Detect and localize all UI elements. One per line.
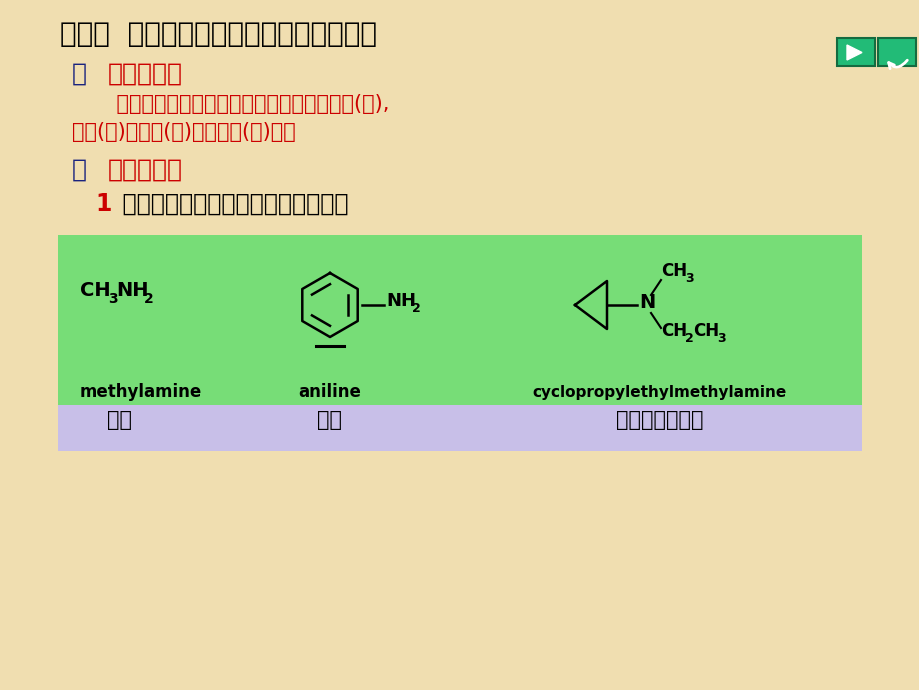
Text: 二级(仲)，三级(叔)胺和四级(季)铵盐: 二级(仲)，三级(叔)胺和四级(季)铵盐 [72, 122, 295, 142]
Text: CH: CH [692, 322, 719, 340]
Text: N: N [639, 293, 654, 311]
Text: 普通命名法：可用胺为官能团，如：: 普通命名法：可用胺为官能团，如： [115, 192, 348, 216]
Text: 第一节  胺的分类、命名、物性和光谱特征: 第一节 胺的分类、命名、物性和光谱特征 [60, 20, 377, 48]
Text: aniline: aniline [299, 383, 361, 401]
Text: CH: CH [80, 282, 110, 301]
Text: 胺的分类：: 胺的分类： [108, 62, 183, 86]
Text: 2: 2 [685, 333, 693, 346]
Text: 1: 1 [95, 192, 111, 216]
Text: 胺的命名：: 胺的命名： [108, 158, 183, 182]
FancyBboxPatch shape [836, 38, 874, 66]
Text: NH: NH [116, 282, 148, 301]
Text: CH: CH [660, 262, 686, 280]
Text: 3: 3 [716, 333, 725, 346]
Text: CH: CH [660, 322, 686, 340]
Text: 胺根据在氮上的取代基的数目，可分为一级(伯),: 胺根据在氮上的取代基的数目，可分为一级(伯), [90, 94, 389, 114]
Text: 2: 2 [144, 292, 153, 306]
FancyBboxPatch shape [877, 38, 915, 66]
Text: 3: 3 [685, 273, 693, 286]
Polygon shape [846, 45, 861, 60]
Text: 一: 一 [72, 62, 87, 86]
Text: 3: 3 [108, 292, 118, 306]
Text: NH: NH [386, 292, 415, 310]
Text: 甲基乙基环丙胺: 甲基乙基环丙胺 [616, 410, 703, 430]
FancyBboxPatch shape [58, 405, 861, 451]
Text: 2: 2 [412, 302, 420, 315]
Text: cyclopropylethylmethylamine: cyclopropylethylmethylamine [532, 384, 787, 400]
Text: 二: 二 [72, 158, 87, 182]
Text: methylamine: methylamine [80, 383, 202, 401]
FancyBboxPatch shape [58, 235, 861, 405]
Text: 甲胺: 甲胺 [108, 410, 132, 430]
Text: 苯胺: 苯胺 [317, 410, 342, 430]
